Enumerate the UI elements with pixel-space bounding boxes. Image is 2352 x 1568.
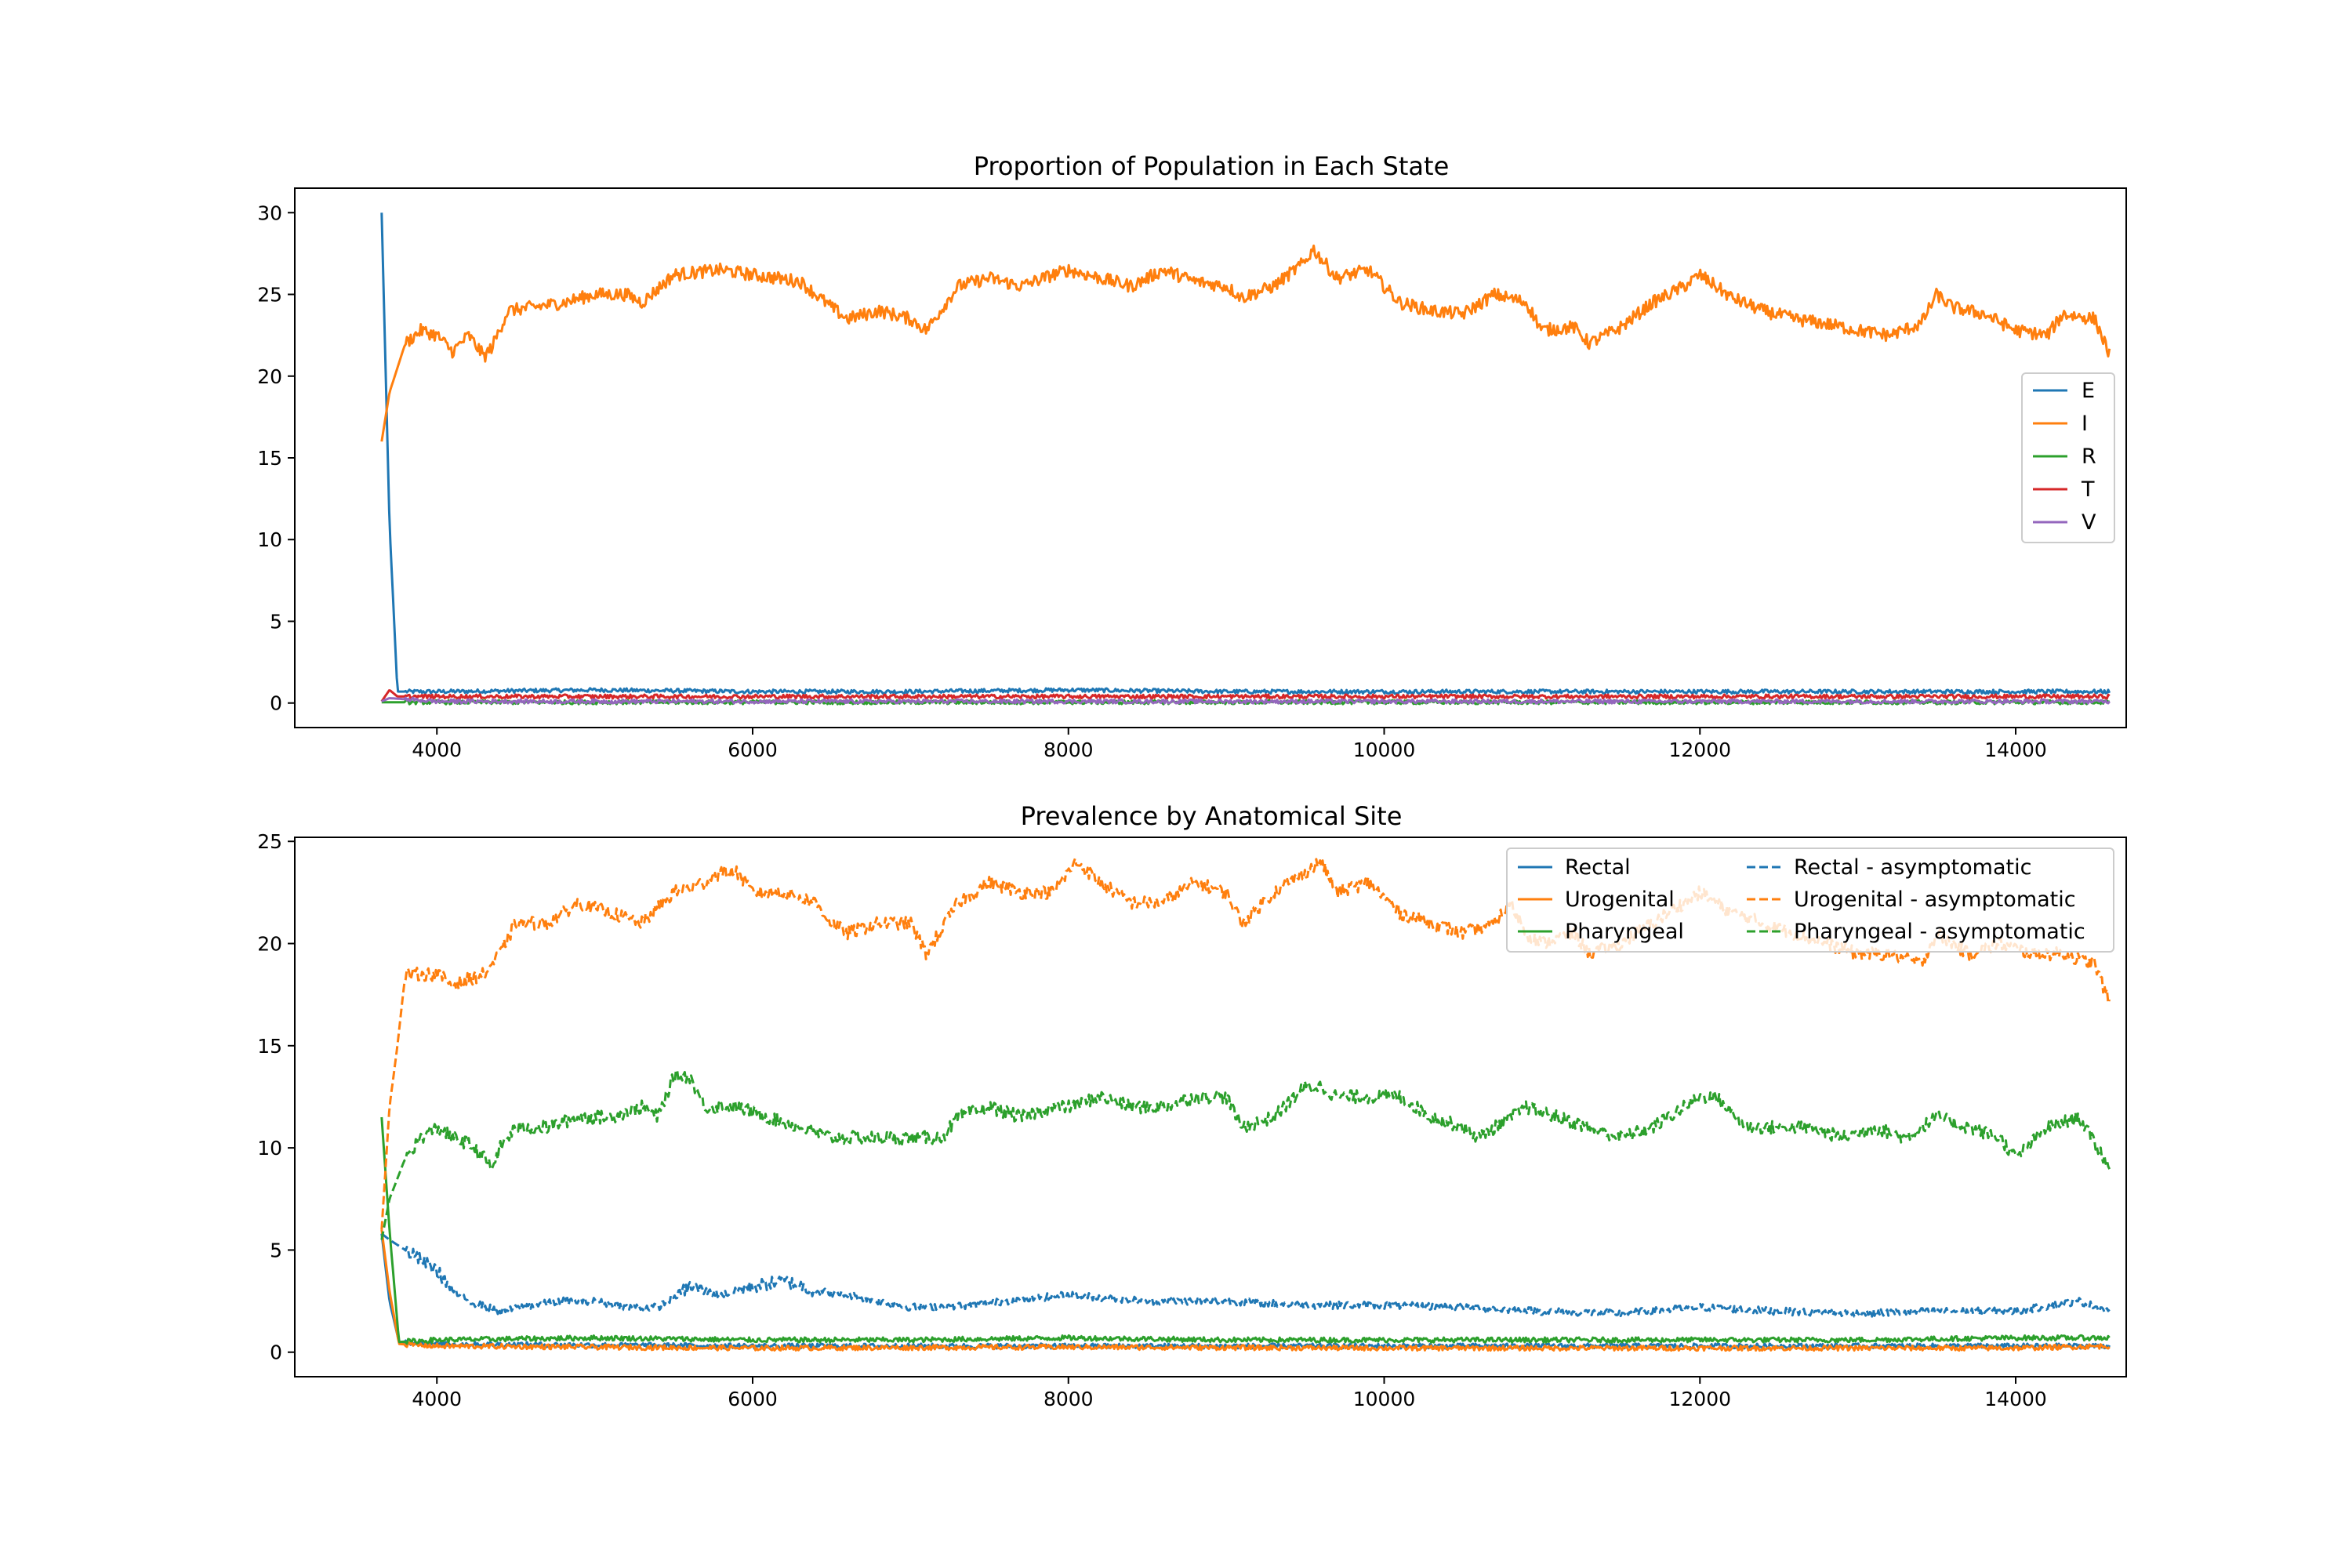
top-x-tick-label: 8000	[1044, 739, 1094, 761]
bottom-plot-area	[294, 837, 2127, 1377]
bottom-axes: Prevalence by Anatomical Site 4000 6000 80…	[257, 801, 2127, 1410]
legend-box	[2021, 372, 2115, 543]
legend-label-rectal-asymptomatic: Rectal - asymptomatic	[1794, 855, 2031, 880]
bottom-y-tick-label: 15	[257, 1035, 282, 1058]
bottom-x-tick-label: 10000	[1353, 1388, 1416, 1410]
series-line-pharyngeal-asymptomatic	[380, 1069, 2111, 1240]
bottom-legend: Rectal Urogenital Pharyngeal Rectal - asymp…	[1506, 848, 2114, 953]
series-line-urogenital-asymptomatic	[380, 857, 2111, 1230]
top-x-tick-label: 6000	[728, 739, 778, 761]
top-x-tick-label: 14000	[1984, 739, 2047, 761]
top-y-axis: 0 5 10 15 20 25 30	[257, 201, 295, 715]
series-line-e	[380, 212, 2111, 695]
top-y-tick-label: 20	[257, 365, 282, 388]
top-y-tick-label: 0	[270, 692, 282, 715]
legend-label-pharyngeal: Pharyngeal	[1565, 920, 1684, 944]
series-line-t	[380, 689, 2111, 702]
series-line-rectal-asymptomatic	[380, 1232, 2111, 1319]
bottom-chart-title: Prevalence by Anatomical Site	[1021, 801, 1403, 831]
bottom-axes-frame	[294, 837, 2127, 1377]
legend-label-r: R	[2082, 445, 2096, 469]
bottom-y-tick-label: 25	[257, 830, 282, 853]
legend-label-urogenital-asymptomatic: Urogenital - asymptomatic	[1794, 887, 2076, 912]
top-plot-area	[294, 187, 2127, 728]
top-y-tick-label: 25	[257, 284, 282, 307]
bottom-x-tick-label: 8000	[1044, 1388, 1094, 1410]
series-line-pharyngeal	[380, 1116, 2111, 1345]
top-axes: Proportion of Population in Each State 4…	[257, 151, 2127, 761]
bottom-x-tick-label: 6000	[728, 1388, 778, 1410]
legend-label-rectal: Rectal	[1565, 855, 1631, 880]
legend-label-e: E	[2082, 379, 2095, 403]
top-x-tick-label: 10000	[1353, 739, 1416, 761]
bottom-y-tick-label: 5	[270, 1239, 282, 1261]
bottom-x-tick-label: 12000	[1669, 1388, 1732, 1410]
bottom-y-tick-label: 0	[270, 1341, 282, 1364]
bottom-y-axis: 0 5 10 15 20 25	[257, 830, 295, 1364]
series-line-v	[381, 696, 2111, 705]
legend-box	[1506, 848, 2114, 953]
top-y-tick-label: 30	[257, 201, 282, 224]
bottom-x-tick-label: 14000	[1984, 1388, 2047, 1410]
bottom-x-tick-label: 4000	[412, 1388, 462, 1410]
top-x-tick-label: 12000	[1669, 739, 1732, 761]
top-y-tick-label: 5	[270, 610, 282, 633]
series-line-rectal	[380, 1233, 2111, 1350]
bottom-y-tick-label: 20	[257, 933, 282, 956]
top-x-tick-label: 4000	[412, 739, 462, 761]
top-axes-frame	[294, 187, 2127, 728]
top-chart-title: Proportion of Population in Each State	[974, 151, 1450, 181]
top-x-axis: 4000 6000 8000 10000 12000 14000	[412, 728, 2047, 761]
series-line-urogenital	[380, 1229, 2111, 1352]
top-y-tick-label: 10	[257, 528, 282, 551]
bottom-y-tick-label: 10	[257, 1137, 282, 1160]
legend-label-pharyngeal-asymptomatic: Pharyngeal - asymptomatic	[1794, 920, 2085, 944]
top-y-tick-label: 15	[257, 447, 282, 470]
legend-label-i: I	[2082, 412, 2088, 436]
legend-label-urogenital: Urogenital	[1565, 887, 1675, 912]
bottom-x-axis: 4000 6000 8000 10000 12000 14000	[412, 1377, 2047, 1410]
legend-label-t: T	[2081, 477, 2095, 502]
legend-label-v: V	[2082, 510, 2096, 535]
series-line-i	[380, 244, 2111, 442]
